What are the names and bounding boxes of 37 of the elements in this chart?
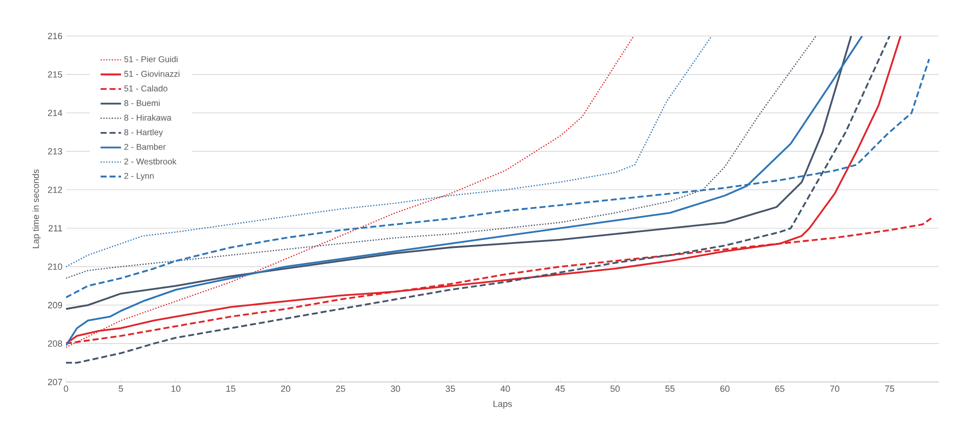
x-tick-label: 20: [281, 386, 290, 392]
legend-label: 2 - Bamber: [124, 144, 166, 150]
y-tick-label: 214: [48, 110, 62, 116]
x-tick-label: 55: [665, 386, 675, 392]
x-tick-label: 50: [610, 386, 620, 392]
x-tick-label: 35: [446, 386, 455, 392]
legend-label: 2 - Westbrook: [124, 158, 176, 164]
y-tick-label: 209: [48, 302, 62, 308]
legend-label: 8 - Hirakawa: [124, 114, 172, 121]
y-tick-label: 213: [48, 148, 62, 155]
x-tick-label: 70: [830, 386, 840, 392]
x-tick-label: 15: [226, 386, 236, 392]
legend-label: 8 - Buemi: [124, 100, 160, 106]
legend-label: 51 - Calado: [124, 85, 168, 92]
y-tick-label: 208: [48, 340, 62, 347]
y-tick-label: 211: [48, 225, 62, 232]
x-tick-label: 40: [500, 386, 510, 392]
x-tick-label: 5: [118, 386, 124, 392]
legend-label: 2 - Lynn: [124, 172, 154, 181]
legend-label: 8 - Hartley: [124, 129, 163, 137]
x-tick-label: 25: [336, 386, 346, 392]
x-tick-label: 0: [64, 386, 68, 392]
x-tick-label: 45: [555, 386, 565, 392]
legend-label: 51 - Pier Guidi: [124, 56, 178, 62]
y-tick-label: 212: [48, 186, 62, 193]
y-tick-label: 210: [48, 263, 62, 270]
y-tick-label: 207: [48, 378, 62, 386]
x-tick-label: 65: [775, 386, 784, 392]
y-axis-title: Lap time in seconds: [32, 169, 41, 248]
x-tick-label: 30: [390, 386, 400, 392]
y-tick-label: 216: [48, 32, 62, 40]
x-tick-label: 75: [885, 386, 894, 392]
x-tick-label: 60: [720, 386, 730, 392]
x-tick-label: 10: [172, 386, 180, 392]
legend-label: 51 - Giovinazzi: [124, 70, 180, 77]
y-tick-label: 215: [48, 71, 62, 78]
x-axis-title: Laps: [494, 400, 512, 409]
